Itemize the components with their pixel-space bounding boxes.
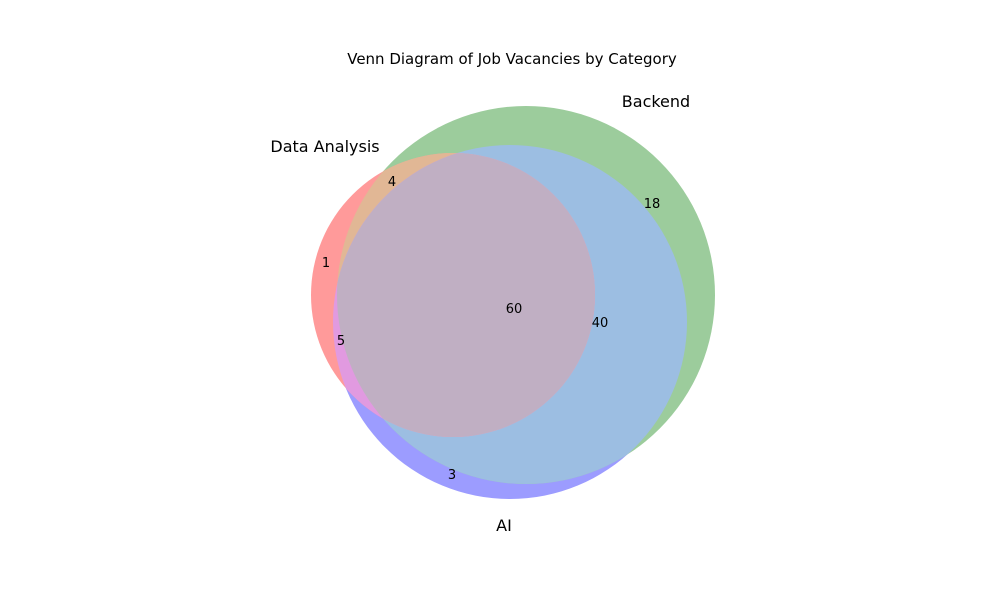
region-label-data-analysis-backend: 4 xyxy=(388,175,396,190)
set-label-data-analysis: Data Analysis xyxy=(270,137,379,156)
region-label-backend-ai: 40 xyxy=(592,316,609,331)
all-three-overlap xyxy=(337,153,595,437)
region-label-data-analysis-ai: 5 xyxy=(337,334,345,349)
set-label-backend: Backend xyxy=(622,92,690,111)
region-label-ai-only: 3 xyxy=(448,468,456,483)
region-label-all-three: 60 xyxy=(506,302,523,317)
region-label-data-analysis-only: 1 xyxy=(322,256,330,271)
chart-title: Venn Diagram of Job Vacancies by Categor… xyxy=(347,50,677,68)
set-label-ai: AI xyxy=(496,516,512,535)
region-label-backend-only: 18 xyxy=(644,197,661,212)
